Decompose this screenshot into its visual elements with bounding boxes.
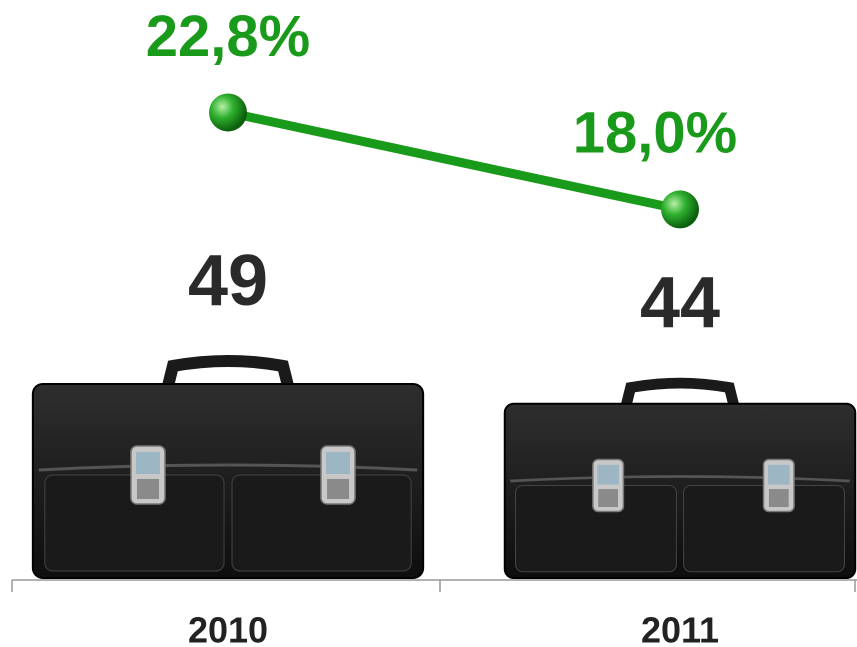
phone-screen: [597, 465, 619, 485]
phone-screen: [326, 452, 350, 474]
handle: [168, 361, 288, 386]
phone-keys: [137, 479, 159, 499]
page: {"chart_data": {"type": "bar-line", "cat…: [0, 0, 857, 647]
line-marker: [209, 93, 247, 131]
line-marker: [661, 190, 699, 228]
bar-value-label: 44: [640, 263, 720, 343]
phone-screen: [136, 452, 160, 474]
phone-keys: [598, 489, 618, 507]
phone-screen: [768, 465, 790, 485]
phone-keys: [769, 489, 789, 507]
briefcase: [33, 361, 423, 578]
briefcase: [505, 383, 855, 578]
line-value-label: 22,8%: [146, 4, 310, 69]
chart: 2010 2011 49 44 22,8% 18,0%: [0, 0, 857, 647]
x-tick-label: 2011: [641, 610, 719, 647]
line-value-label: 18,0%: [573, 101, 737, 166]
phone-keys: [327, 479, 349, 499]
bar-value-label: 49: [188, 241, 268, 321]
x-tick-label: 2010: [188, 610, 268, 647]
handle: [626, 383, 734, 405]
